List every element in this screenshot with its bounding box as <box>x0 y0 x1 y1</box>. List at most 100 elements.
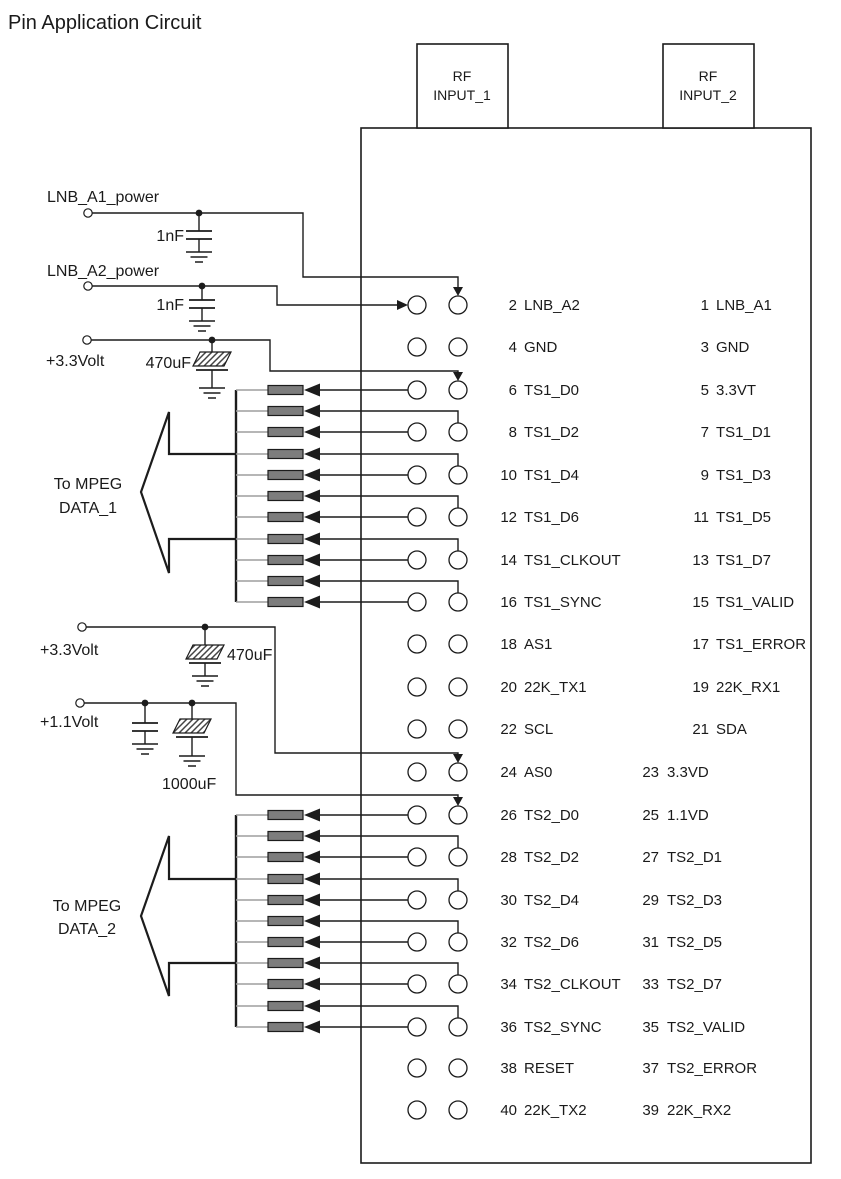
pin-pad-even <box>407 805 427 825</box>
ground-icon <box>192 675 218 687</box>
pin-name-even: TS1_D4 <box>524 467 579 484</box>
signal-wire <box>319 878 459 891</box>
series-resistor <box>267 1021 304 1033</box>
pin-pad-even <box>407 634 427 654</box>
arrowhead-left-icon <box>304 468 320 482</box>
arrowhead-left-icon <box>304 893 320 907</box>
pin-name-odd: 3.3VD <box>667 764 709 781</box>
pin-pad-odd <box>448 507 468 527</box>
series-resistor <box>267 384 304 396</box>
arrowhead-left-icon <box>304 404 320 418</box>
v33-mid-label: +3.3Volt <box>40 642 99 659</box>
pin-pad-odd <box>448 932 468 952</box>
pin-name-even: TS2_D0 <box>524 807 579 824</box>
polarized-capacitor-icon <box>185 627 225 676</box>
pin-pad-even <box>407 890 427 910</box>
polarized-capacitor-icon <box>172 703 212 756</box>
pin-row: 18 AS1 17 TS1_ERROR <box>407 634 806 654</box>
pin-number-even: 22 <box>500 721 517 738</box>
pin-name-odd: TS1_D1 <box>716 424 771 441</box>
capacitor-icon <box>186 213 212 252</box>
pin-name-odd: SDA <box>716 721 747 738</box>
pin-number-even: 40 <box>500 1102 517 1119</box>
rf-input-2-box <box>662 43 755 129</box>
arrowhead-left-icon <box>304 914 320 928</box>
pin-number-even: 10 <box>500 467 517 484</box>
series-resistor <box>267 426 304 438</box>
arrowhead-left-icon <box>304 956 320 970</box>
pin-pad-even <box>407 1058 427 1078</box>
arrowhead-left-icon <box>304 383 320 397</box>
pin-number-odd: 7 <box>701 424 709 441</box>
pin-name-even: TS1_D2 <box>524 424 579 441</box>
pin-name-odd: TS2_D7 <box>667 976 722 993</box>
pin-number-even: 6 <box>509 382 517 399</box>
arrowhead-left-icon <box>304 850 320 864</box>
pin-name-even: 22K_TX1 <box>524 679 587 696</box>
v11-wire <box>84 702 459 797</box>
polarized-capacitor-icon <box>192 340 232 388</box>
pin-number-odd: 25 <box>642 807 659 824</box>
series-resistor <box>267 936 304 948</box>
pin-name-even: TS1_CLKOUT <box>524 552 621 569</box>
arrowhead-left-icon <box>304 425 320 439</box>
pin-name-even: TS1_D0 <box>524 382 579 399</box>
junction-dot <box>188 699 196 707</box>
pin-name-even: SCL <box>524 721 553 738</box>
ground-icon <box>179 755 205 767</box>
pin-number-odd: 21 <box>692 721 709 738</box>
pin-number-odd: 17 <box>692 636 709 653</box>
pin-name-odd: TS2_D3 <box>667 892 722 909</box>
chip-outline <box>360 127 812 1164</box>
rf-input-1-label: INPUT_1 <box>433 87 491 103</box>
pin-name-even: TS2_SYNC <box>524 1019 602 1036</box>
v11-cap-label: 1000uF <box>162 776 216 793</box>
pin-number-odd: 9 <box>701 467 709 484</box>
lnb-a1-wire <box>92 212 459 287</box>
pin-name-even: RESET <box>524 1060 574 1077</box>
pin-name-odd: 1.1VD <box>667 807 709 824</box>
pin-pad-even <box>407 507 427 527</box>
rf-input-1-box <box>416 43 509 129</box>
arrowhead-left-icon <box>304 808 320 822</box>
pin-number-even: 32 <box>500 934 517 951</box>
pin-number-odd: 15 <box>692 594 709 611</box>
signal-wire <box>319 453 459 466</box>
pin-number-even: 2 <box>509 297 517 314</box>
junction-dot <box>198 282 206 290</box>
pin-row: 26 TS2_D0 25 1.1VD <box>407 805 709 825</box>
pin-name-even: TS2_D6 <box>524 934 579 951</box>
pin-name-even: TS1_SYNC <box>524 594 602 611</box>
pin-number-odd: 5 <box>701 382 709 399</box>
pin-pad-odd <box>448 295 468 315</box>
arrowhead-left-icon <box>304 1020 320 1034</box>
pin-number-even: 28 <box>500 849 517 866</box>
signal-wire <box>319 962 459 975</box>
pin-pad-even <box>407 295 427 315</box>
pin-pad-odd <box>448 890 468 910</box>
series-resistor <box>267 873 304 885</box>
pin-row: 30 TS2_D4 29 TS2_D3 <box>407 890 722 910</box>
pin-name-odd: 22K_RX1 <box>716 679 780 696</box>
input-terminal <box>83 208 93 218</box>
series-resistor <box>267 575 304 587</box>
junction-dot <box>195 209 203 217</box>
ground-icon <box>132 743 158 755</box>
pin-name-odd: TS1_D5 <box>716 509 771 526</box>
pin-name-odd: TS2_D1 <box>667 849 722 866</box>
pin-number-odd: 39 <box>642 1102 659 1119</box>
pin-name-even: AS0 <box>524 764 552 781</box>
pin-number-even: 26 <box>500 807 517 824</box>
pin-name-even: AS1 <box>524 636 552 653</box>
pin-pad-even <box>407 677 427 697</box>
mpeg1-label: DATA_1 <box>59 500 117 517</box>
pin-number-even: 20 <box>500 679 517 696</box>
pin-pad-even <box>407 422 427 442</box>
pin-name-odd: TS1_ERROR <box>716 636 806 653</box>
arrowhead-left-icon <box>304 977 320 991</box>
pin-pad-odd <box>448 422 468 442</box>
series-resistor <box>267 533 304 545</box>
pin-pad-odd <box>448 677 468 697</box>
pin-row: 34 TS2_CLKOUT 33 TS2_D7 <box>407 974 722 994</box>
